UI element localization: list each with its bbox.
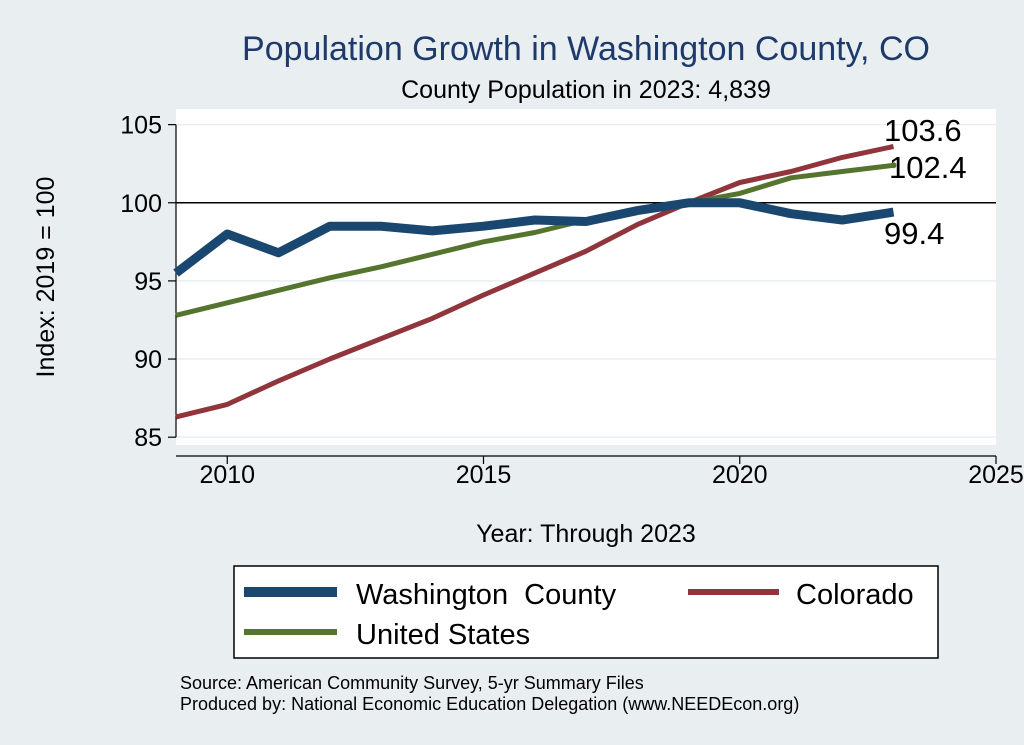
x-axis-title: Year: Through 2023	[476, 520, 696, 548]
legend: Washington County Colorado United States	[233, 565, 939, 659]
series-line-colorado	[175, 144, 895, 420]
x-tick-label: 2025	[968, 461, 1024, 489]
legend-label: Washington County	[356, 579, 617, 611]
chart-subtitle: County Population in 2023: 4,839	[401, 76, 771, 104]
source-line: Source: American Community Survey, 5-yr …	[180, 673, 644, 693]
series-line-united-states	[175, 162, 894, 318]
y-tick-label: 85	[134, 424, 162, 452]
end-label: 103.6	[884, 113, 962, 148]
end-label: 99.4	[884, 216, 944, 251]
end-label: 102.4	[889, 150, 967, 185]
legend-label: Colorado	[796, 579, 914, 611]
plot-area	[176, 109, 996, 445]
x-tick-label: 2020	[712, 461, 768, 489]
y-tick-label: 95	[134, 268, 162, 296]
chart-title: Population Growth in Washington County, …	[242, 30, 930, 68]
axes-layer: 85 90 95 100 105 2010 2015 2020 2025	[120, 112, 1024, 489]
y-tick-label: 100	[120, 190, 162, 218]
y-tick-label: 90	[134, 346, 162, 374]
producer-line: Produced by: National Economic Education…	[180, 694, 799, 714]
endpoint-marker	[890, 162, 897, 169]
legend-label: United States	[356, 619, 530, 651]
x-tick-label: 2010	[199, 461, 255, 489]
y-axis-title: Index: 2019 = 100	[32, 177, 60, 378]
x-tick-label: 2015	[456, 461, 512, 489]
legend-box	[233, 565, 939, 659]
series-layer	[173, 144, 897, 420]
y-tick-label: 105	[120, 112, 162, 140]
series-line-washington-county	[173, 198, 895, 277]
